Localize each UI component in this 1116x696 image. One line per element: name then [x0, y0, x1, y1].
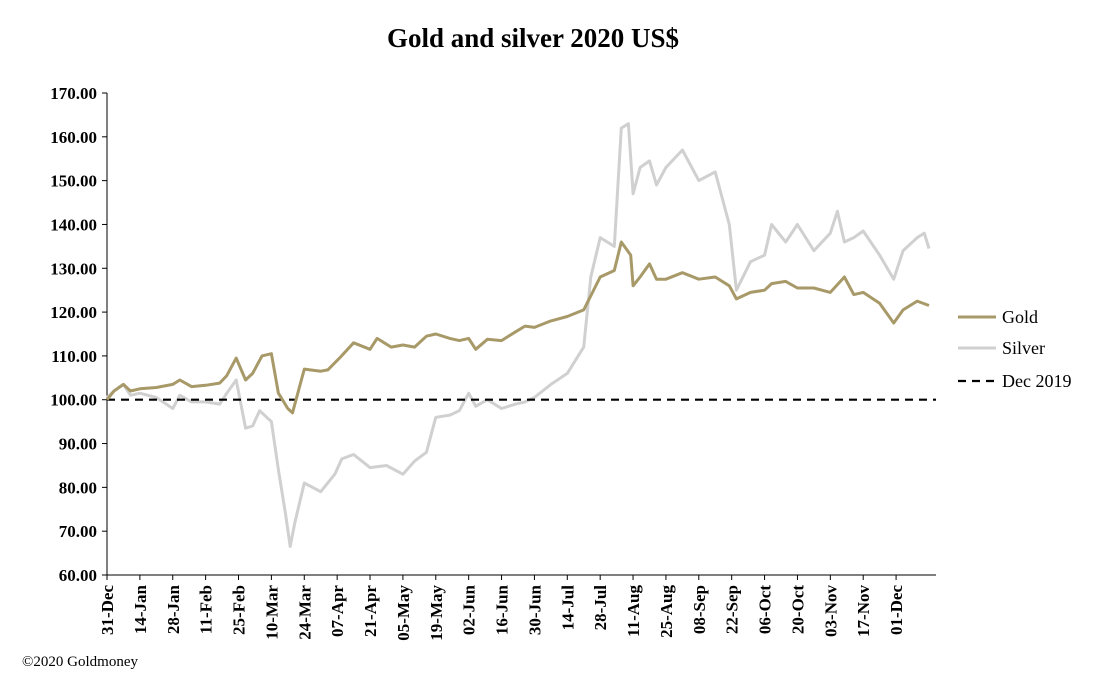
y-tick-label: 70.00: [59, 522, 97, 541]
x-tick-label: 02-Jun: [460, 584, 479, 635]
x-tick-label: 10-Mar: [262, 585, 281, 640]
y-tick-label: 60.00: [59, 566, 97, 585]
x-tick-label: 25-Feb: [230, 585, 249, 635]
x-tick-label: 14-Jul: [558, 585, 577, 631]
x-tick-label: 20-Oct: [788, 585, 807, 634]
y-tick-label: 160.00: [50, 128, 97, 147]
x-tick-label: 11-Feb: [197, 585, 216, 634]
series-line-silver: [105, 122, 931, 548]
series-line-gold: [105, 240, 930, 415]
legend: Gold Silver Dec 2019: [958, 307, 1071, 391]
copyright-text: ©2020 Goldmoney: [22, 654, 138, 670]
x-tick-label: 30-Jun: [525, 584, 544, 635]
x-tick-label: 05-May: [394, 585, 413, 641]
plot-area: 60.00 70.00 80.00 90.00 100.00 110.00 120.00 13…: [50, 84, 936, 641]
x-tick-label: 14-Jan: [131, 584, 150, 634]
x-axis: 31-Dec 14-Jan 28-Jan 11-Feb 25-Feb 10-Mar 24-M…: [98, 574, 936, 641]
x-tick-label: 22-Sep: [723, 585, 742, 634]
x-tick-label: 31-Dec: [98, 585, 117, 635]
y-tick-label: 150.00: [50, 172, 97, 191]
y-tick-label: 110.00: [51, 347, 97, 366]
legend-label: Gold: [1002, 307, 1038, 327]
x-tick-label: 16-Jun: [493, 584, 512, 635]
y-axis: 60.00 70.00 80.00 90.00 100.00 110.00 120.00 13…: [50, 84, 108, 585]
x-tick-label: 17-Nov: [854, 585, 873, 637]
chart-title: Gold and silver 2020 US$: [387, 23, 679, 53]
y-tick-label: 80.00: [59, 478, 97, 497]
x-tick-label: 06-Oct: [756, 585, 775, 634]
y-tick-label: 100.00: [50, 391, 97, 410]
x-tick-label: 28-Jan: [164, 584, 183, 634]
x-tick-label: 07-Apr: [328, 585, 347, 637]
y-tick-label: 170.00: [50, 84, 97, 103]
x-tick-label: 01-Dec: [887, 585, 906, 635]
x-tick-label: 08-Sep: [690, 585, 709, 634]
x-tick-label: 25-Aug: [657, 585, 676, 638]
y-tick-label: 130.00: [50, 259, 97, 278]
x-tick-label: 24-Mar: [295, 585, 314, 640]
legend-label: Silver: [1002, 338, 1045, 358]
y-tick-label: 90.00: [59, 435, 97, 454]
y-tick-label: 140.00: [50, 215, 97, 234]
x-tick-label: 21-Apr: [361, 585, 380, 637]
x-tick-label: 19-May: [427, 585, 446, 641]
legend-label: Dec 2019: [1002, 371, 1071, 391]
x-tick-label: 03-Nov: [821, 585, 840, 637]
y-tick-label: 120.00: [50, 303, 97, 322]
x-tick-label: 28-Jul: [591, 585, 610, 631]
series-layer: [105, 122, 936, 548]
x-tick-label: 11-Aug: [624, 585, 643, 637]
